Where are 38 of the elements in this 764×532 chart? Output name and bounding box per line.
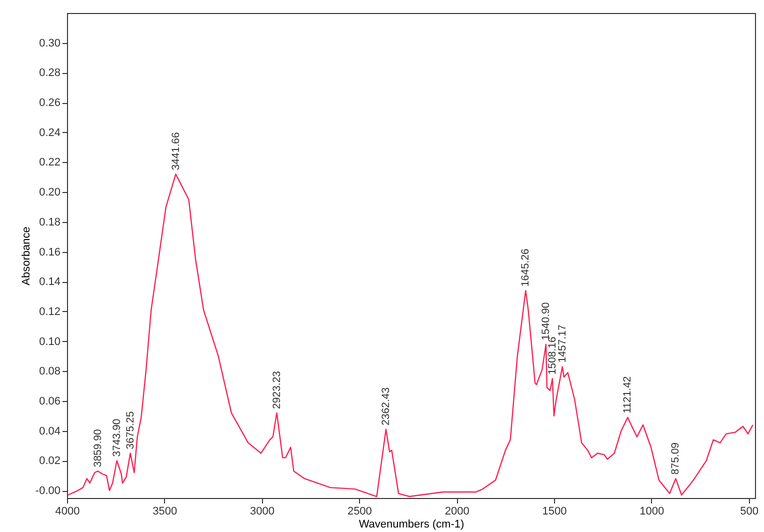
annotation: 3441.66 [170, 132, 182, 170]
y-axis-title: Absorbance [20, 226, 32, 286]
annotation: 1121.42 [622, 376, 634, 414]
y-tick-label: 0.30 [39, 37, 60, 50]
x-tick-label: 4000 [55, 506, 80, 518]
x-tick-label: 1000 [640, 506, 664, 518]
annotation: 3675.25 [124, 411, 136, 450]
annotation: 1457.17 [556, 324, 568, 363]
line-series [67, 174, 754, 498]
x-tick-label: 1500 [542, 506, 567, 518]
y-tick-label: 0.18 [39, 216, 60, 228]
x-tick-label: 500 [740, 506, 758, 518]
y-tick-label: 0.22 [39, 156, 60, 169]
x-tick-label: 2000 [444, 506, 470, 518]
annotation: 2362.43 [380, 387, 392, 426]
y-tick-label: 0.28 [39, 67, 60, 80]
y-tick-label: -0.00 [35, 485, 60, 498]
y-tick-label: 0.02 [39, 455, 60, 468]
x-axis-title: Wavenumbers (cm-1) [358, 518, 464, 530]
y-tick-label: 0.20 [39, 186, 60, 199]
x-tick-label: 3500 [152, 506, 178, 518]
annotation: 2923.23 [270, 370, 283, 409]
x-tick-label: 2500 [347, 506, 372, 518]
y-tick-label: 0.04 [39, 425, 60, 438]
y-tick-label: 0.16 [39, 246, 60, 258]
annotation: 3859.90 [92, 429, 104, 468]
annotation: 1645.26 [520, 248, 532, 287]
y-tick-label: 0.06 [39, 396, 60, 408]
y-tick-label: 0.12 [39, 306, 60, 318]
y-tick-label: 0.24 [39, 126, 60, 139]
annotation: 3743.90 [110, 418, 123, 457]
y-tick-label: 0.14 [39, 276, 60, 288]
y-tick-label: 0.08 [39, 366, 60, 378]
annotation: 875.09 [670, 442, 682, 475]
x-tick-label: 3000 [250, 506, 275, 518]
annotation: 1508.16 [546, 336, 558, 375]
y-tick-label: 0.10 [39, 336, 60, 348]
y-tick-label: 0.26 [39, 97, 60, 110]
